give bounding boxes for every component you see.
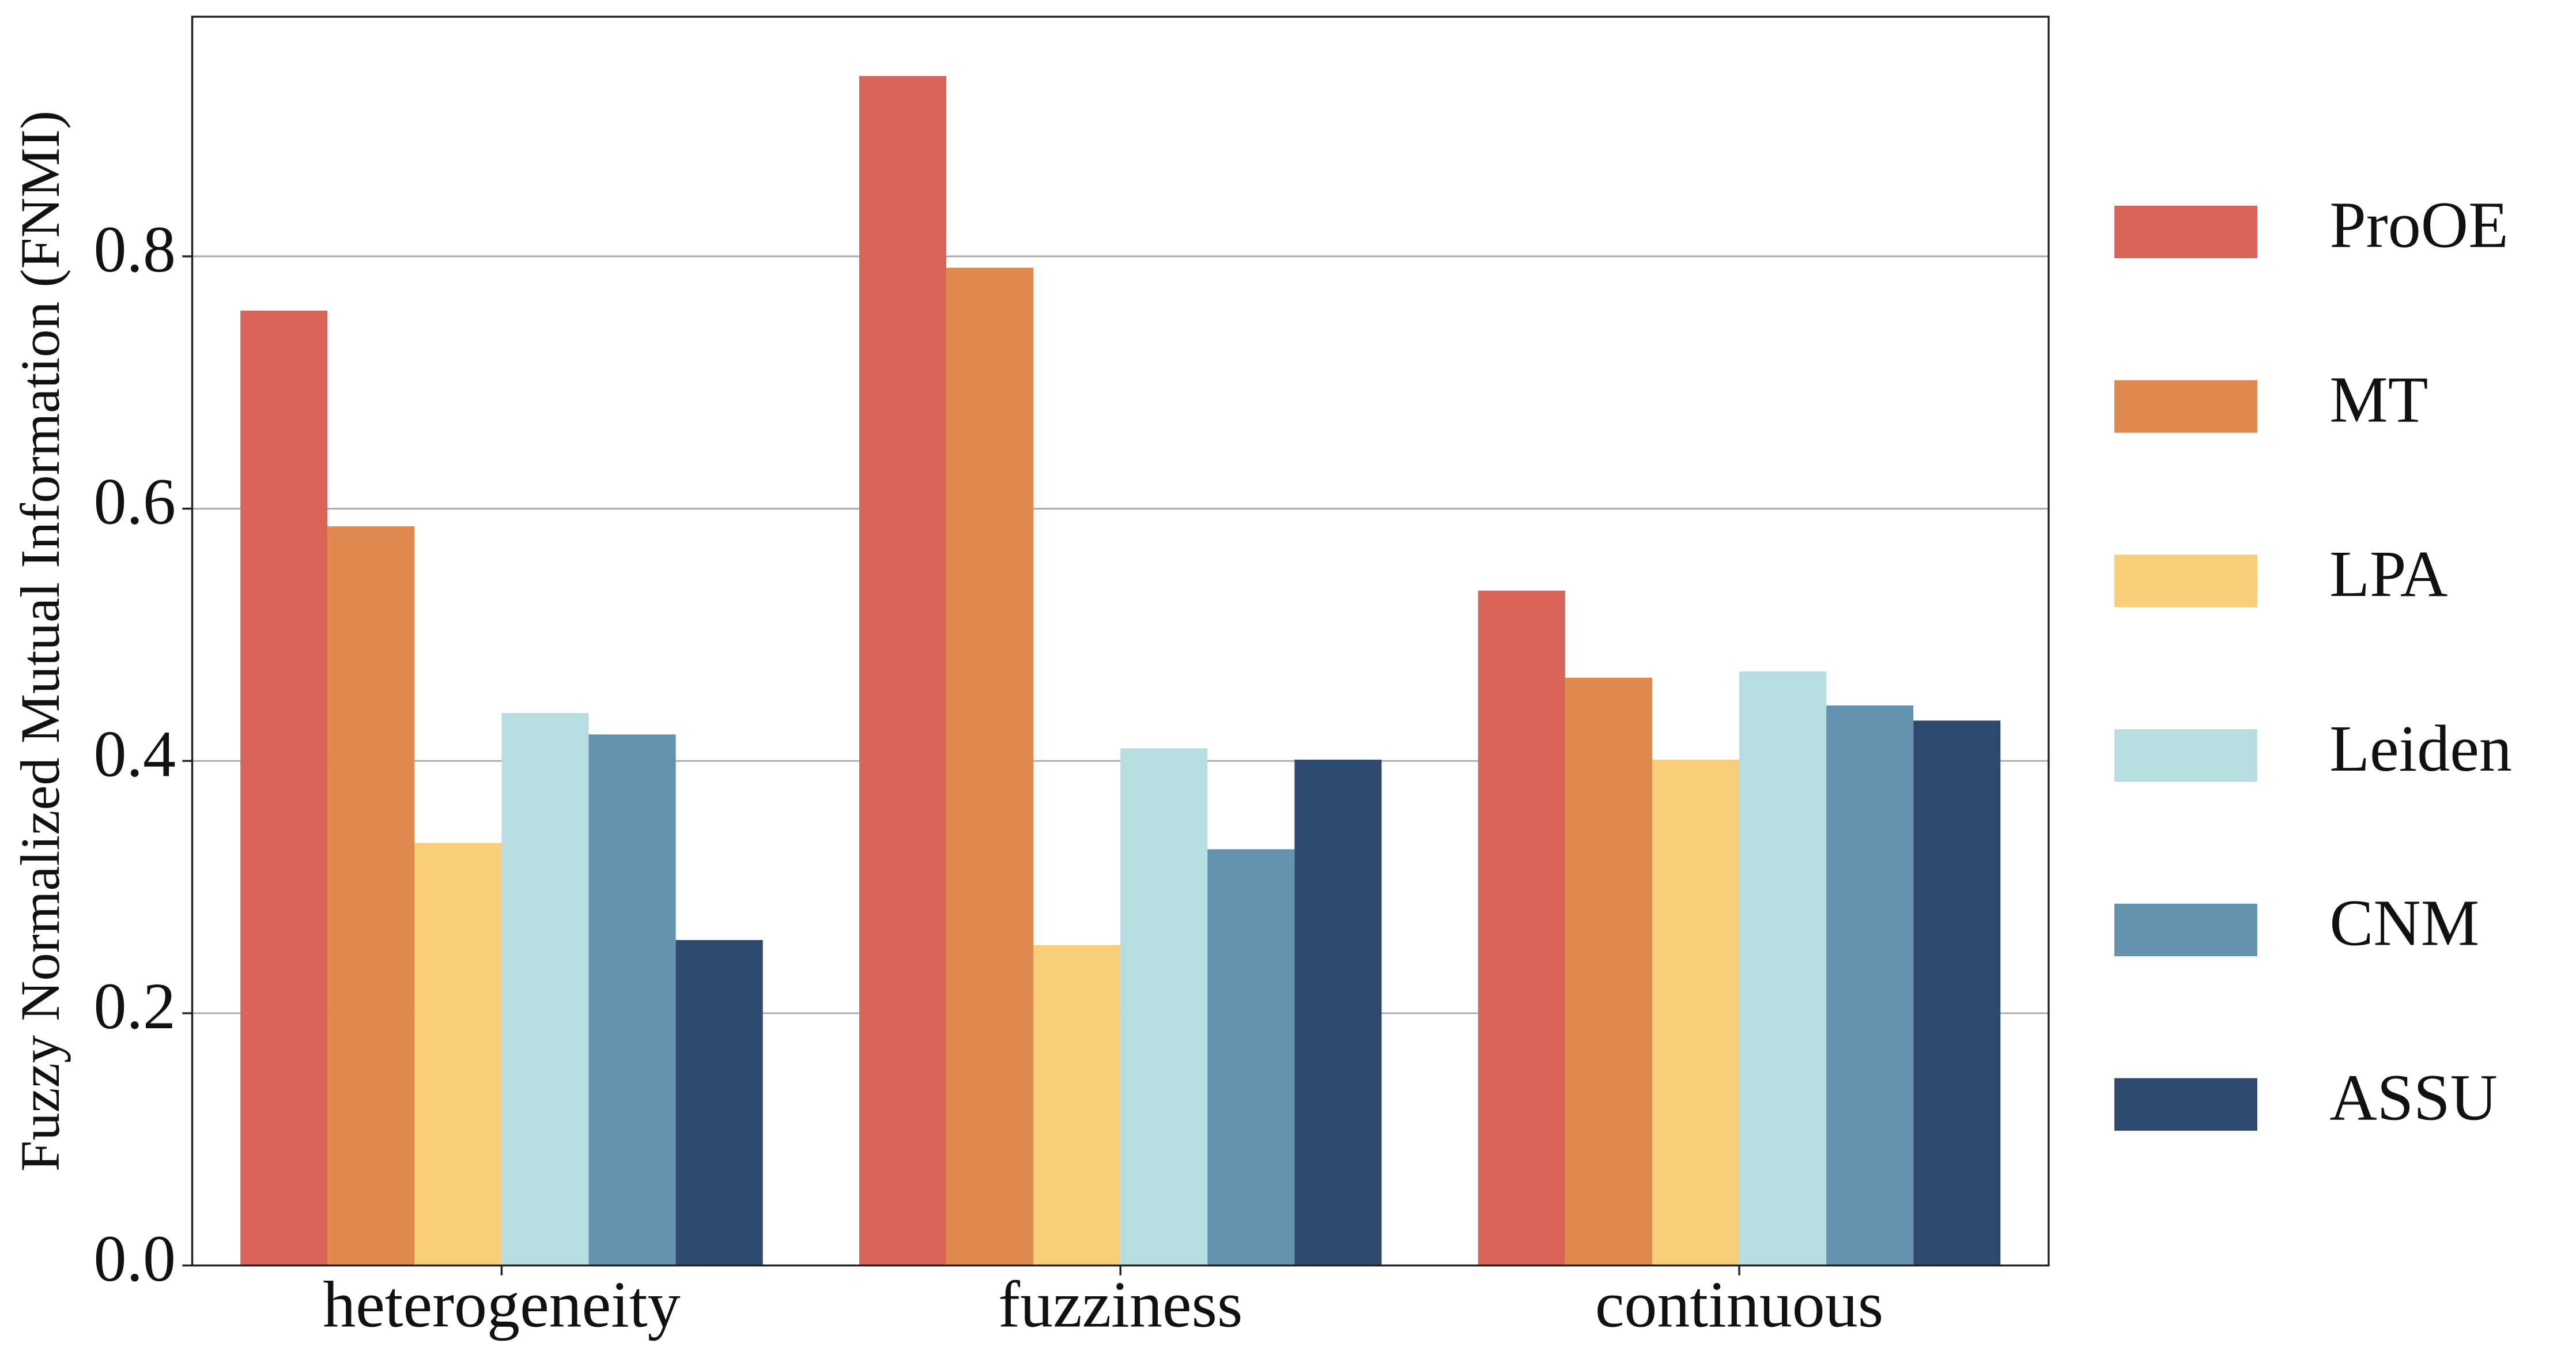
y-axis-label: Fuzzy Normalized Mutual Information (FNM… <box>9 111 71 1172</box>
bar <box>859 76 947 1266</box>
bar <box>1478 590 1565 1266</box>
bar <box>1207 849 1295 1266</box>
legend-swatch <box>2114 380 2257 433</box>
legend-swatch <box>2114 1078 2257 1131</box>
bar <box>327 526 415 1266</box>
legend-label: LPA <box>2329 537 2447 610</box>
bar <box>240 310 328 1266</box>
legend-swatch <box>2114 554 2257 607</box>
legend-label: MT <box>2329 363 2428 436</box>
x-tick-label: heterogeneity <box>323 1268 680 1341</box>
y-tick-label: 0.6 <box>94 465 176 538</box>
bar <box>414 843 502 1266</box>
bar <box>675 939 763 1266</box>
bar <box>946 267 1034 1266</box>
bar <box>1033 945 1121 1266</box>
legend-label: Leiden <box>2329 712 2512 785</box>
x-tick-label: continuous <box>1595 1268 1883 1341</box>
legend-label: ASSU <box>2329 1061 2497 1134</box>
legend-swatch <box>2114 903 2257 957</box>
y-tick-label: 0.0 <box>94 1222 176 1295</box>
legend-swatch <box>2114 729 2257 782</box>
legend-label: CNM <box>2329 886 2479 960</box>
y-tick-label: 0.4 <box>94 717 176 790</box>
y-tick-label: 0.8 <box>94 213 176 286</box>
bar <box>501 713 589 1266</box>
x-tick-label: fuzziness <box>998 1268 1242 1341</box>
plot-frame <box>191 16 2050 1267</box>
bar <box>1652 760 1740 1266</box>
legend-label: ProOE <box>2329 188 2508 262</box>
bar <box>1120 748 1208 1266</box>
bar <box>1739 671 1827 1266</box>
bar <box>1826 705 1914 1266</box>
bar <box>1913 720 2001 1266</box>
bar <box>1565 677 1652 1266</box>
bar <box>588 734 676 1266</box>
bar <box>1294 760 1382 1266</box>
legend-swatch <box>2114 205 2257 259</box>
y-tick-label: 0.2 <box>94 969 176 1043</box>
